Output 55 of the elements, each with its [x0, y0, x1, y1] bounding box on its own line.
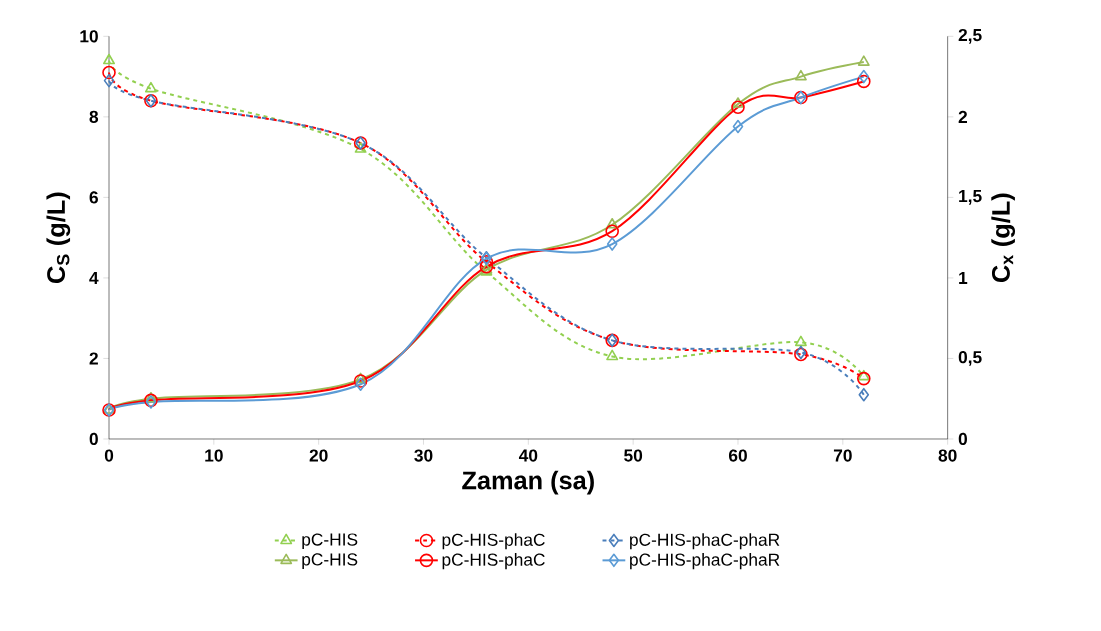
point	[354, 142, 367, 153]
point	[479, 259, 494, 274]
point	[355, 377, 366, 392]
legend-label: pC-HIS-phaC	[442, 553, 545, 570]
y2-tick-label: 1,5	[959, 190, 982, 205]
x-tick-label: 60	[728, 449, 747, 462]
point	[732, 119, 744, 134]
legend-label: pC-HIS-phaC-phaR	[630, 553, 780, 570]
y-tick-label: 0	[89, 432, 98, 446]
point	[144, 391, 157, 403]
point	[731, 100, 745, 114]
point	[606, 349, 619, 361]
x-tick-label: 20	[309, 449, 328, 462]
point	[103, 53, 115, 65]
x-tick-label: 10	[205, 449, 223, 462]
y2-tick-label: 2,5	[958, 28, 982, 44]
y-tick-label: 2	[89, 352, 98, 365]
legend-label: pC-HIS	[302, 553, 358, 569]
point	[605, 224, 619, 239]
y2-axis-title: C$_{x}$ (g/L)	[991, 193, 1016, 282]
point	[858, 69, 870, 84]
y2-tick-label: 2	[958, 110, 968, 123]
y2-tick-label: 0	[958, 432, 967, 446]
point	[794, 69, 807, 81]
x-tick-label: 80	[938, 449, 957, 462]
point	[144, 81, 157, 93]
point	[354, 372, 367, 384]
legend-label: pC-HIS-phaC	[442, 533, 545, 550]
x-tick-label: 30	[414, 449, 433, 462]
x-axis-title: Zaman (sa)	[462, 470, 594, 495]
y2-tick-label: 1	[959, 271, 968, 284]
x-tick-label: 40	[518, 449, 538, 462]
legend-label: pC-HIS-phaC-phaR	[630, 533, 780, 550]
point	[606, 217, 619, 229]
point	[353, 374, 368, 388]
point	[857, 369, 870, 381]
y-tick-label: 6	[89, 191, 98, 204]
y-axis-title: C$_{S}$ (g/L)	[46, 192, 71, 283]
point	[103, 73, 115, 88]
point	[606, 237, 618, 251]
point	[732, 97, 744, 108]
x-tick-label: 0	[104, 449, 114, 462]
x-tick-label: 50	[624, 449, 643, 462]
point	[856, 74, 871, 89]
x-tick-label: 70	[833, 449, 852, 462]
y-tick-label: 10	[80, 30, 98, 43]
point	[856, 371, 871, 386]
point	[857, 55, 870, 66]
point	[858, 387, 870, 402]
y-tick-label: 4	[89, 271, 99, 284]
y-tick-label: 8	[89, 110, 99, 123]
y2-tick-label: 0,5	[958, 351, 982, 366]
point	[794, 335, 807, 347]
point	[102, 65, 116, 80]
legend-label: pC-HIS	[302, 533, 358, 550]
